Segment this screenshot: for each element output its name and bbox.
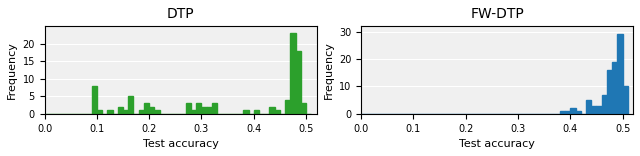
Bar xyxy=(92,86,97,114)
Bar xyxy=(575,111,580,114)
Y-axis label: Frequency: Frequency xyxy=(7,41,17,99)
Bar xyxy=(275,110,280,114)
Bar xyxy=(586,100,591,114)
Bar xyxy=(296,51,301,114)
Bar xyxy=(191,110,196,114)
Bar xyxy=(591,106,596,114)
Bar xyxy=(212,103,217,114)
Title: DTP: DTP xyxy=(167,7,195,21)
Bar xyxy=(291,33,296,114)
Y-axis label: Frequency: Frequency xyxy=(323,41,333,99)
Bar xyxy=(108,110,113,114)
Bar xyxy=(607,70,612,114)
X-axis label: Test accuracy: Test accuracy xyxy=(459,139,535,149)
Bar xyxy=(154,110,159,114)
Bar xyxy=(301,103,306,114)
Bar xyxy=(618,34,623,114)
Bar xyxy=(596,106,602,114)
Bar xyxy=(202,107,207,114)
Bar xyxy=(623,86,628,114)
Bar xyxy=(254,110,259,114)
Bar xyxy=(128,96,134,114)
Bar xyxy=(144,103,149,114)
Bar xyxy=(243,110,248,114)
Title: FW-DTP: FW-DTP xyxy=(470,7,524,21)
Bar xyxy=(139,110,144,114)
Bar xyxy=(612,62,618,114)
Bar xyxy=(602,95,607,114)
Bar xyxy=(149,107,154,114)
Bar xyxy=(565,111,570,114)
Bar xyxy=(196,103,202,114)
Bar xyxy=(97,110,102,114)
X-axis label: Test accuracy: Test accuracy xyxy=(143,139,218,149)
Bar xyxy=(123,110,128,114)
Bar xyxy=(207,107,212,114)
Bar xyxy=(269,107,275,114)
Bar xyxy=(560,111,565,114)
Bar xyxy=(118,107,123,114)
Bar xyxy=(285,100,291,114)
Bar xyxy=(570,108,575,114)
Bar xyxy=(186,103,191,114)
